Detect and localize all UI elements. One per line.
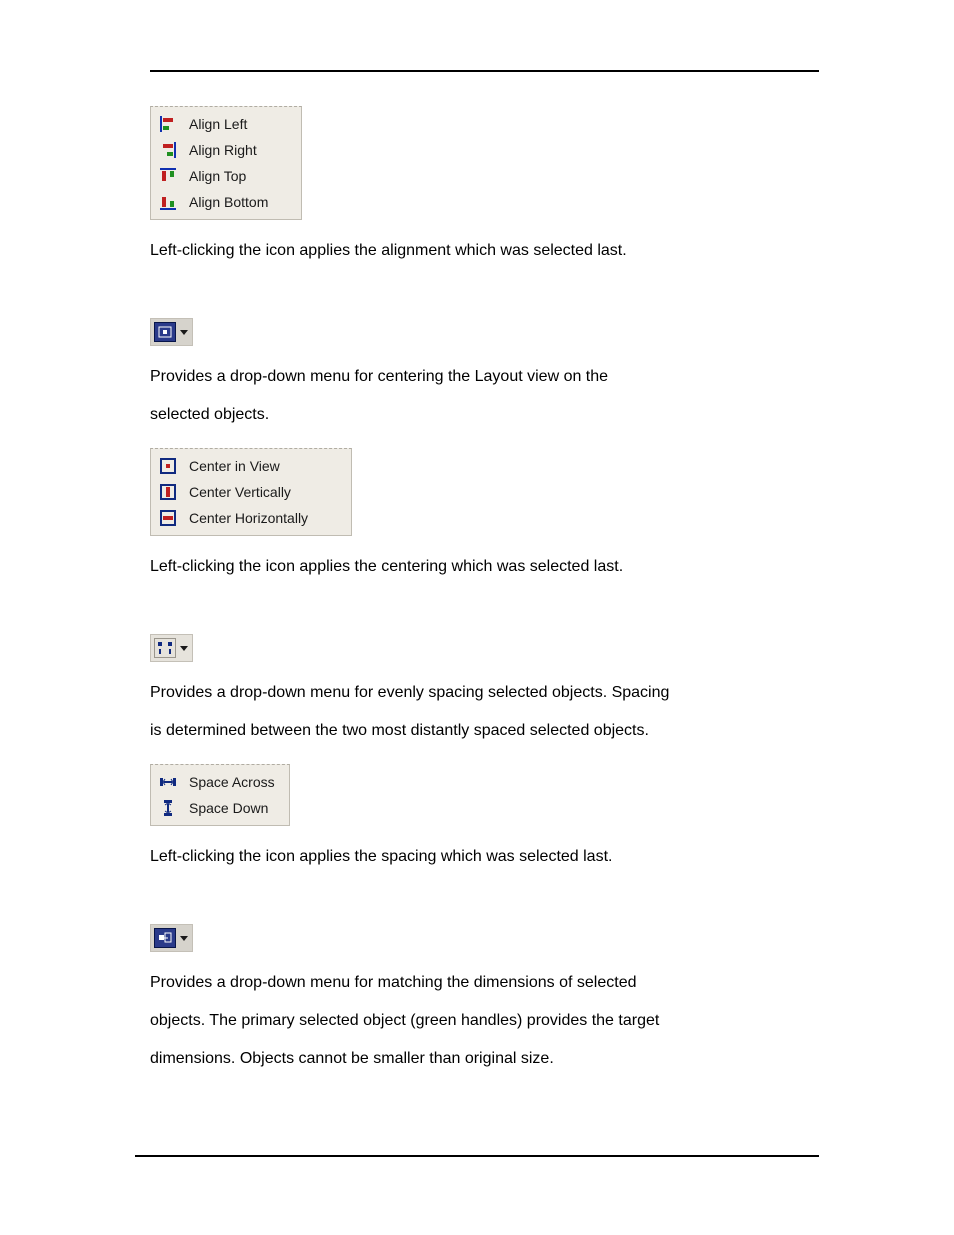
space-menu: Space Across Space Down bbox=[150, 764, 290, 826]
size-desc-a: Provides a drop-down menu for matching t… bbox=[150, 966, 819, 1000]
chevron-down-icon bbox=[180, 646, 188, 651]
space-desc-b: is determined between the two most dista… bbox=[150, 714, 819, 748]
menu-item-space-down[interactable]: Space Down bbox=[157, 795, 275, 821]
menu-item-align-top[interactable]: Align Top bbox=[157, 163, 287, 189]
space-across-icon bbox=[157, 771, 179, 793]
menu-label: Align Top bbox=[189, 168, 246, 184]
size-tool-icon bbox=[154, 928, 176, 948]
center-menu: Center in View Center Vertically Center … bbox=[150, 448, 352, 536]
menu-label: Center Horizontally bbox=[189, 510, 308, 526]
menu-item-align-right[interactable]: Align Right bbox=[157, 137, 287, 163]
size-desc-c: dimensions. Objects cannot be smaller th… bbox=[150, 1042, 819, 1076]
space-desc-after: Left-clicking the icon applies the spaci… bbox=[150, 840, 819, 874]
menu-label: Align Bottom bbox=[189, 194, 268, 210]
center-desc-b: selected objects. bbox=[150, 398, 819, 432]
menu-item-align-bottom[interactable]: Align Bottom bbox=[157, 189, 287, 215]
center-tool-button[interactable] bbox=[150, 318, 193, 346]
top-rule bbox=[150, 70, 819, 72]
center-desc-after: Left-clicking the icon applies the cente… bbox=[150, 550, 819, 584]
align-right-icon bbox=[157, 139, 179, 161]
size-tool-button[interactable] bbox=[150, 924, 193, 952]
menu-label: Space Down bbox=[189, 800, 268, 816]
center-tool-icon bbox=[154, 322, 176, 342]
chevron-down-icon bbox=[180, 330, 188, 335]
space-down-icon bbox=[157, 797, 179, 819]
menu-label: Center in View bbox=[189, 458, 280, 474]
menu-label: Space Across bbox=[189, 774, 275, 790]
menu-item-center-horizontally[interactable]: Center Horizontally bbox=[157, 505, 337, 531]
align-top-icon bbox=[157, 165, 179, 187]
align-bottom-icon bbox=[157, 191, 179, 213]
menu-item-space-across[interactable]: Space Across bbox=[157, 769, 275, 795]
menu-label: Align Left bbox=[189, 116, 247, 132]
center-desc-a: Provides a drop-down menu for centering … bbox=[150, 360, 819, 394]
size-desc-b: objects. The primary selected object (gr… bbox=[150, 1004, 819, 1038]
menu-item-align-left[interactable]: Align Left bbox=[157, 111, 287, 137]
menu-label: Center Vertically bbox=[189, 484, 291, 500]
menu-item-center-vertically[interactable]: Center Vertically bbox=[157, 479, 337, 505]
menu-label: Align Right bbox=[189, 142, 257, 158]
chevron-down-icon bbox=[180, 936, 188, 941]
space-tool-button[interactable] bbox=[150, 634, 193, 662]
align-left-icon bbox=[157, 113, 179, 135]
bottom-rule bbox=[135, 1155, 819, 1157]
page: Align Left Align Right Align Top bbox=[0, 0, 954, 1235]
menu-item-center-in-view[interactable]: Center in View bbox=[157, 453, 337, 479]
space-desc-a: Provides a drop-down menu for evenly spa… bbox=[150, 676, 819, 710]
center-horizontally-icon bbox=[157, 507, 179, 529]
align-menu: Align Left Align Right Align Top bbox=[150, 106, 302, 220]
center-in-view-icon bbox=[157, 455, 179, 477]
space-tool-icon bbox=[154, 638, 176, 658]
center-vertically-icon bbox=[157, 481, 179, 503]
align-desc: Left-clicking the icon applies the align… bbox=[150, 234, 819, 268]
